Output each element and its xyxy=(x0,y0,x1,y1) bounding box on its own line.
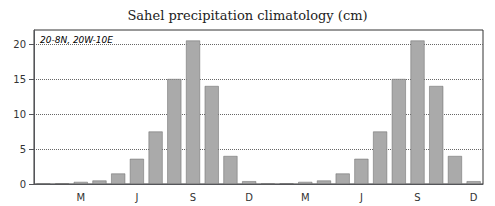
svg-text:Sahel precipitation climatolog: Sahel precipitation climatology (cm) xyxy=(127,8,367,23)
svg-text:J: J xyxy=(359,192,363,203)
svg-text:10: 10 xyxy=(13,109,26,120)
svg-text:0: 0 xyxy=(20,179,26,190)
svg-text:M: M xyxy=(76,192,85,203)
svg-text:15: 15 xyxy=(13,74,26,85)
svg-text:D: D xyxy=(245,192,253,203)
svg-text:D: D xyxy=(470,192,478,203)
svg-text:J: J xyxy=(134,192,138,203)
svg-text:S: S xyxy=(190,192,196,203)
svg-text:S: S xyxy=(414,192,420,203)
svg-text:20-8N, 20W-10E: 20-8N, 20W-10E xyxy=(40,35,113,45)
svg-text:5: 5 xyxy=(20,144,26,155)
svg-text:M: M xyxy=(301,192,310,203)
svg-text:20: 20 xyxy=(13,39,26,50)
